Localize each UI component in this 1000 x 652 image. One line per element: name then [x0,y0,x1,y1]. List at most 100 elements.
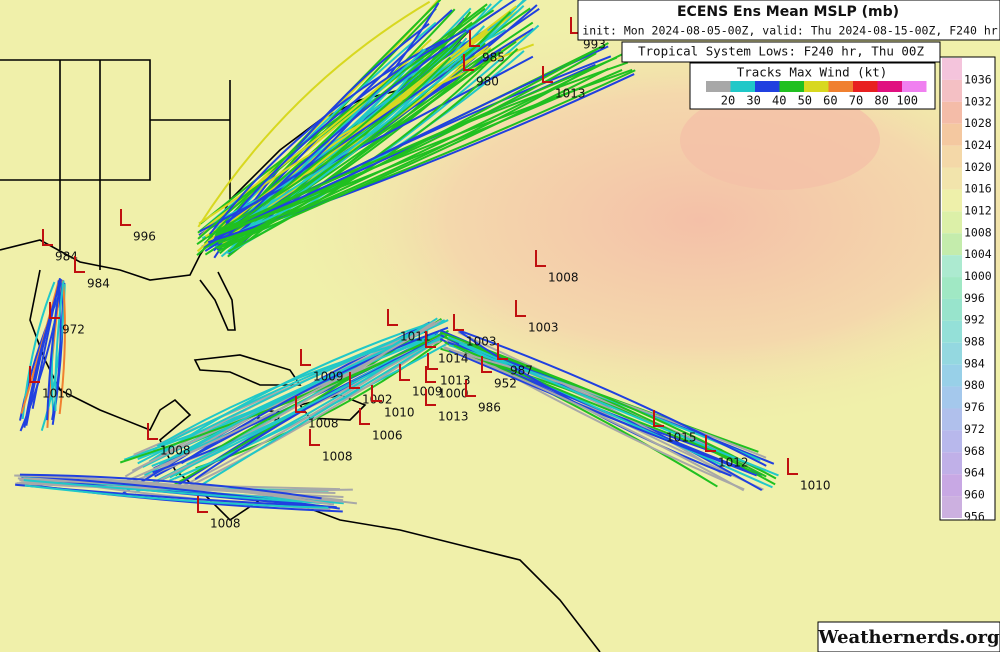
low-label: 1008 [160,444,191,458]
low-label: 980 [476,75,499,89]
low-label: 1009 [313,370,344,384]
low-label: 1008 [308,417,339,431]
colorbar-label: 996 [964,291,985,305]
colorbar-label: 1020 [964,160,992,174]
track [23,282,61,428]
wind-swatch [853,81,878,92]
colorbar-cell [942,386,962,409]
low-marker [74,256,85,273]
low-marker [120,209,131,226]
low-label: 984 [87,277,110,291]
low-marker [387,309,398,326]
wind-legend-title: Tracks Max Wind (kt) [737,65,888,80]
wind-label: 70 [849,94,863,108]
lows-title: Tropical System Lows: F240 hr, Thu 00Z [638,44,924,59]
colorbar-cell [942,58,962,80]
track [456,328,767,467]
colorbar-cell [942,101,962,124]
colorbar-cell [942,123,962,146]
track [54,280,65,412]
colorbar: 1036 1032 1028 1024 1020 1016 1012 1008 1004 1000… [942,58,992,523]
track [158,329,429,466]
colorbar-label: 968 [964,444,985,458]
track [223,52,597,233]
low-marker [359,408,370,425]
track [216,42,609,250]
track [121,319,442,484]
colorbar-cell [942,452,962,475]
colorbar-label: 1036 [964,73,992,87]
track [58,280,66,415]
storm-tracks [14,0,779,513]
colorbar-cell [942,167,962,190]
track [192,337,442,491]
track [208,39,445,236]
track [225,7,540,224]
low-label: 1012 [718,456,749,470]
title-box [577,0,1000,41]
low-marker [705,435,716,452]
colorbar-label: 1008 [964,225,992,239]
colorbar-label: 1024 [964,138,992,152]
track [198,38,432,225]
track [19,478,358,505]
low-label: 1003 [528,321,559,335]
colorbar-label: 960 [964,487,985,501]
colorbar-label: 972 [964,422,985,436]
wind-label: 20 [721,94,735,108]
wind-swatch [877,81,902,92]
low-marker [42,229,53,246]
wind-swatch [755,81,780,92]
low-label: 1011 [400,330,431,344]
wind-swatch [804,81,829,92]
low-label: 1000 [438,387,469,401]
track [222,5,525,235]
low-marker [29,366,40,383]
low-label: 985 [482,51,505,65]
track [197,0,431,228]
low-marker [469,30,480,47]
wind-label: 100 [896,94,918,108]
colorbar-label: 992 [964,313,985,327]
wind-legend: 20 30 40 50 60 70 80 100 [706,81,927,108]
track [218,66,594,245]
low-label: 972 [62,323,85,337]
colorbar-cell [942,342,962,365]
wind-label: 80 [874,94,888,108]
colorbar-label: 1032 [964,94,992,108]
wind-swatch [902,81,927,92]
colorbar-label: 980 [964,378,985,392]
low-marker [427,353,438,370]
low-label: 1003 [466,335,497,349]
track [448,349,758,477]
low-marker [349,372,360,389]
colorbar-label: 1000 [964,269,992,283]
low-label: 952 [494,377,517,391]
low-label: 986 [478,401,501,415]
wind-label: 40 [772,94,786,108]
low-marker [653,410,664,427]
low-label: 1015 [666,431,697,445]
low-marker [399,364,410,381]
wind-swatch [779,81,804,92]
colorbar-cell [942,79,962,102]
low-label: 1002 [362,393,393,407]
low-markers: 993 985 980 1013 996 984 984 1008 972 1003 1011 100… [29,17,831,531]
colorbar-label: 1016 [964,182,992,196]
colorbar-label: 1004 [964,247,992,261]
low-label: 996 [133,230,156,244]
low-marker [309,429,320,446]
track [229,21,437,223]
track [197,7,486,234]
colorbar-cell [942,145,962,168]
colorbar-label: 976 [964,400,985,414]
low-marker [453,314,464,331]
low-label: 993 [583,38,606,52]
colorbar-cell [942,211,962,234]
colorbar-cell [942,233,962,256]
colorbar-cell [942,364,962,387]
low-label: 1008 [322,450,353,464]
colorbar-cell [942,496,962,518]
low-label: 1008 [210,517,241,531]
